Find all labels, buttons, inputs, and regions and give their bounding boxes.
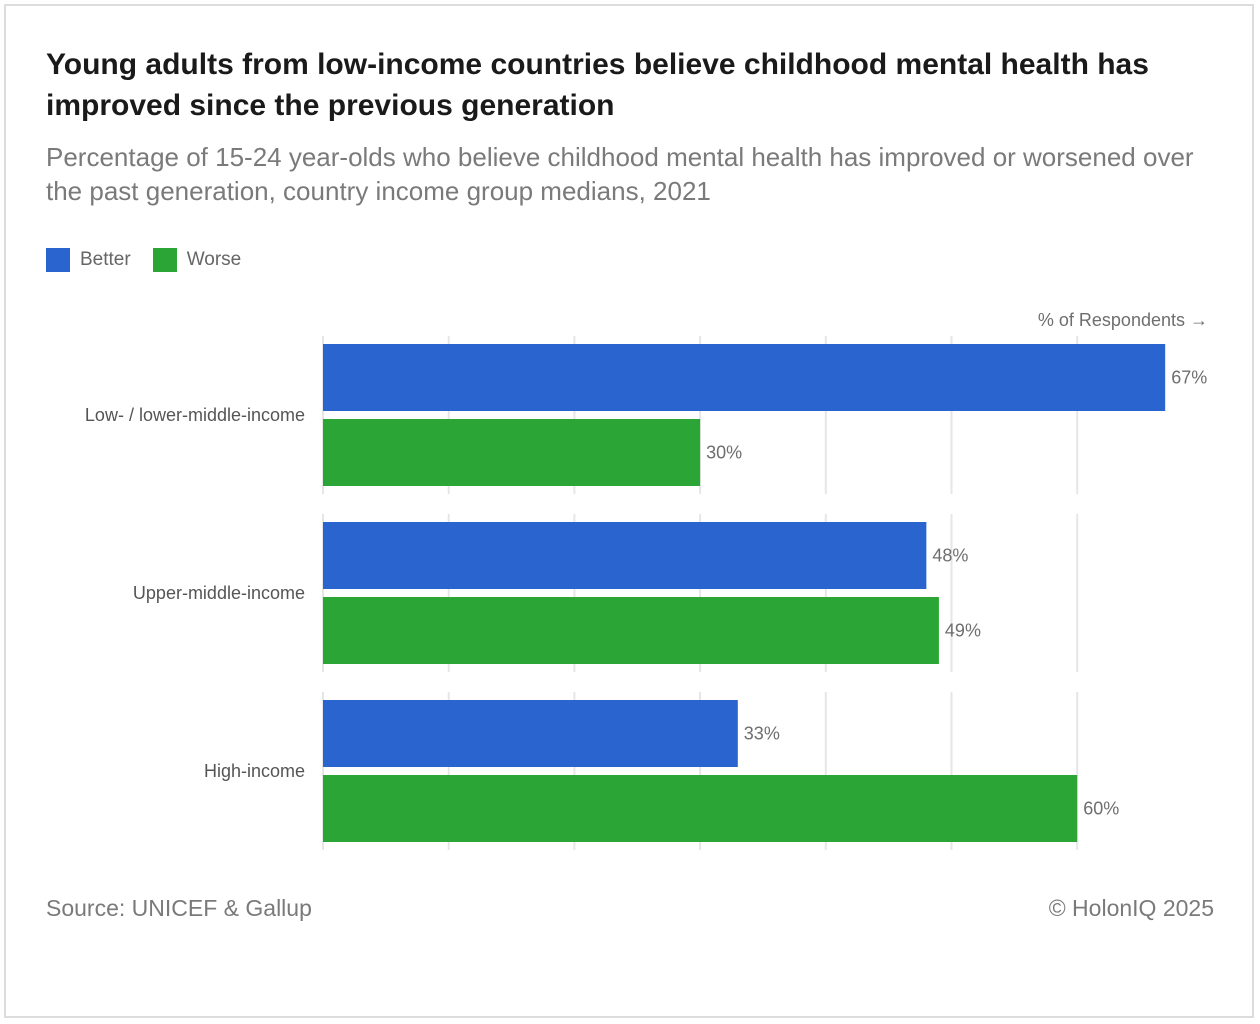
bar-better[interactable] <box>323 700 738 767</box>
legend-item-better[interactable]: Better <box>46 248 131 272</box>
data-label: 33% <box>744 724 780 744</box>
bar-worse[interactable] <box>323 597 939 664</box>
category-label: Low- / lower-middle-income <box>85 405 305 425</box>
data-label: 49% <box>945 621 981 641</box>
data-label: 67% <box>1171 368 1207 388</box>
bar-worse[interactable] <box>323 419 701 486</box>
legend-item-worse[interactable]: Worse <box>152 248 242 272</box>
bar-better[interactable] <box>323 522 927 589</box>
source-note: Source: UNICEF & Gallup <box>46 895 312 921</box>
chart-subtitle: Percentage of 15-24 year-olds who believ… <box>46 142 1194 206</box>
category-label: High-income <box>204 761 305 781</box>
data-label: 48% <box>932 546 968 566</box>
chart-card <box>4 4 1254 1018</box>
bar-better[interactable] <box>323 344 1166 411</box>
copyright-note: © HolonIQ 2025 <box>1048 895 1214 921</box>
data-label: 60% <box>1083 799 1119 819</box>
legend-swatch-better <box>46 248 70 272</box>
legend-label-better: Better <box>80 249 131 270</box>
category-label: Upper-middle-income <box>133 583 305 603</box>
data-label: 30% <box>706 443 742 463</box>
legend: Better Worse <box>46 248 263 272</box>
axis-note: % of Respondents → <box>1038 310 1208 330</box>
legend-label-worse: Worse <box>186 249 242 270</box>
bar-worse[interactable] <box>323 775 1078 842</box>
chart-title: Young adults from low-income countries b… <box>46 48 1149 122</box>
legend-swatch-worse <box>152 248 177 272</box>
